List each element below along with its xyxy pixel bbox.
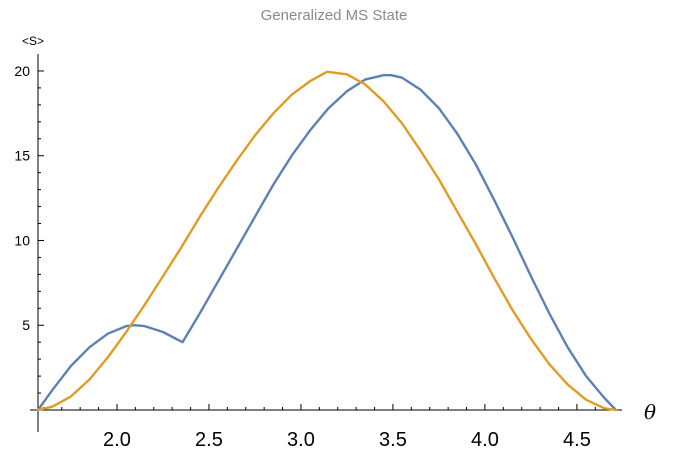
x-tick-label: 3.0 bbox=[287, 429, 315, 451]
y-axis-label: <S> bbox=[22, 34, 44, 48]
chart-title: Generalized MS State bbox=[261, 7, 408, 24]
x-tick-label: 3.5 bbox=[379, 429, 407, 451]
y-tick-label: 15 bbox=[14, 148, 30, 164]
x-axis-label: θ bbox=[644, 400, 656, 424]
y-tick-label: 5 bbox=[22, 317, 30, 333]
series-line-2 bbox=[36, 70, 618, 412]
y-tick-label: 10 bbox=[14, 232, 30, 248]
y-tick-label: 20 bbox=[14, 63, 30, 79]
x-tick-label: 2.0 bbox=[103, 429, 131, 451]
series-layer bbox=[36, 70, 618, 412]
axes: 2.0 2.5 3.0 3.5 4.0 4.5 5 10 15 20 bbox=[14, 54, 622, 451]
x-tick-label: 2.5 bbox=[195, 429, 223, 451]
x-tick-label: 4.5 bbox=[563, 429, 591, 451]
x-tick-label: 4.0 bbox=[471, 429, 499, 451]
series-line-1 bbox=[36, 73, 618, 412]
